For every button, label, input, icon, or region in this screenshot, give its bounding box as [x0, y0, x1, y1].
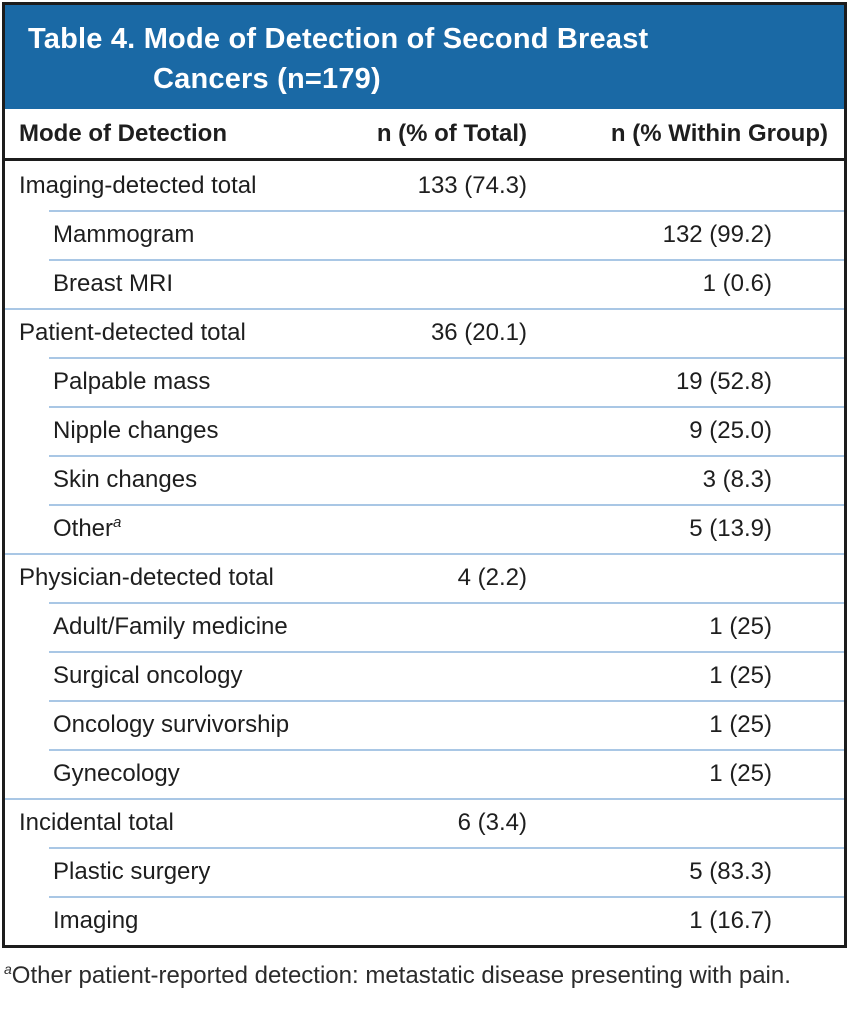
table-row-mammogram: Mammogram 132 (99.2): [5, 210, 844, 259]
table-row-oncology-survivorship: Oncology survivorship 1 (25): [5, 700, 844, 749]
column-header-mode: Mode of Detection: [19, 119, 227, 147]
row-n-within-group: 1 (0.6): [702, 269, 772, 297]
table-row-palpable-mass: Palpable mass 19 (52.8): [5, 357, 844, 406]
table-row-imaging: Imaging 1 (16.7): [5, 896, 844, 945]
table-row-skin-changes: Skin changes 3 (8.3): [5, 455, 844, 504]
row-n-total: 6 (3.4): [457, 808, 527, 836]
row-label: Mammogram: [53, 220, 195, 248]
row-n-within-group: 19 (52.8): [675, 367, 772, 395]
table-row-breast-mri: Breast MRI 1 (0.6): [5, 259, 844, 308]
row-n-within-group: 9 (25.0): [689, 416, 772, 444]
row-label: Palpable mass: [53, 367, 211, 395]
table-footnote: aOther patient-reported detection: metas…: [4, 959, 816, 992]
row-n-within-group: 1 (25): [709, 661, 772, 689]
row-n-within-group: 1 (25): [709, 612, 772, 640]
column-header-row: Mode of Detection n (% of Total) n (% Wi…: [5, 109, 844, 161]
table-title-line2: Cancers (n=179): [153, 63, 381, 95]
table-title: Table 4. Mode of Detection of Second Bre…: [5, 5, 844, 109]
table-row-plastic-surgery: Plastic surgery 5 (83.3): [5, 847, 844, 896]
row-n-within-group: 1 (25): [709, 759, 772, 787]
table-row-nipple-changes: Nipple changes 9 (25.0): [5, 406, 844, 455]
row-n-within-group: 5 (83.3): [689, 857, 772, 885]
table-4: Table 4. Mode of Detection of Second Bre…: [2, 2, 847, 948]
column-header-n-total: n (% of Total): [376, 119, 527, 147]
footnote-text: Other patient-reported detection: metast…: [11, 962, 791, 989]
row-label-text: Other: [53, 514, 114, 542]
page: Table 4. Mode of Detection of Second Bre…: [2, 2, 847, 992]
row-n-total: 36 (20.1): [430, 318, 527, 346]
table-row-imaging-detected-total: Imaging-detected total 133 (74.3): [5, 161, 844, 210]
table-row-incidental-total: Incidental total 6 (3.4): [5, 798, 844, 847]
row-label: Nipple changes: [53, 416, 219, 444]
row-n-within-group: 132 (99.2): [662, 220, 772, 248]
row-label: Imaging-detected total: [19, 171, 257, 199]
table-row-physician-detected-total: Physician-detected total 4 (2.2): [5, 553, 844, 602]
row-label: Oncology survivorship: [53, 710, 290, 738]
table-row-adult-family-medicine: Adult/Family medicine 1 (25): [5, 602, 844, 651]
row-label: Breast MRI: [53, 269, 174, 297]
row-label: Imaging: [53, 906, 139, 934]
table-row-other: Othera 5 (13.9): [5, 504, 844, 553]
row-label: Adult/Family medicine: [53, 612, 288, 640]
row-label: Othera: [5, 515, 339, 543]
row-n-total: 4 (2.2): [457, 563, 527, 591]
table-title-line1: Table 4. Mode of Detection of Second Bre…: [28, 23, 649, 55]
row-n-within-group: 5 (13.9): [689, 514, 772, 542]
row-label: Physician-detected total: [19, 563, 274, 591]
table-row-surgical-oncology: Surgical oncology 1 (25): [5, 651, 844, 700]
row-label: Skin changes: [53, 465, 198, 493]
row-label: Gynecology: [53, 759, 180, 787]
row-label: Surgical oncology: [53, 661, 243, 689]
row-n-within-group: 1 (25): [709, 710, 772, 738]
footnote-marker-a: a: [113, 513, 122, 531]
row-label: Incidental total: [19, 808, 174, 836]
column-header-n-within-group: n (% Within Group): [610, 119, 828, 147]
table-row-gynecology: Gynecology 1 (25): [5, 749, 844, 798]
row-n-within-group: 1 (16.7): [689, 906, 772, 934]
footnote-marker-a: a: [4, 961, 12, 977]
row-label: Patient-detected total: [19, 318, 246, 346]
table-row-patient-detected-total: Patient-detected total 36 (20.1): [5, 308, 844, 357]
row-n-total: 133 (74.3): [417, 171, 527, 199]
row-label: Plastic surgery: [53, 857, 211, 885]
row-n-within-group: 3 (8.3): [702, 465, 772, 493]
